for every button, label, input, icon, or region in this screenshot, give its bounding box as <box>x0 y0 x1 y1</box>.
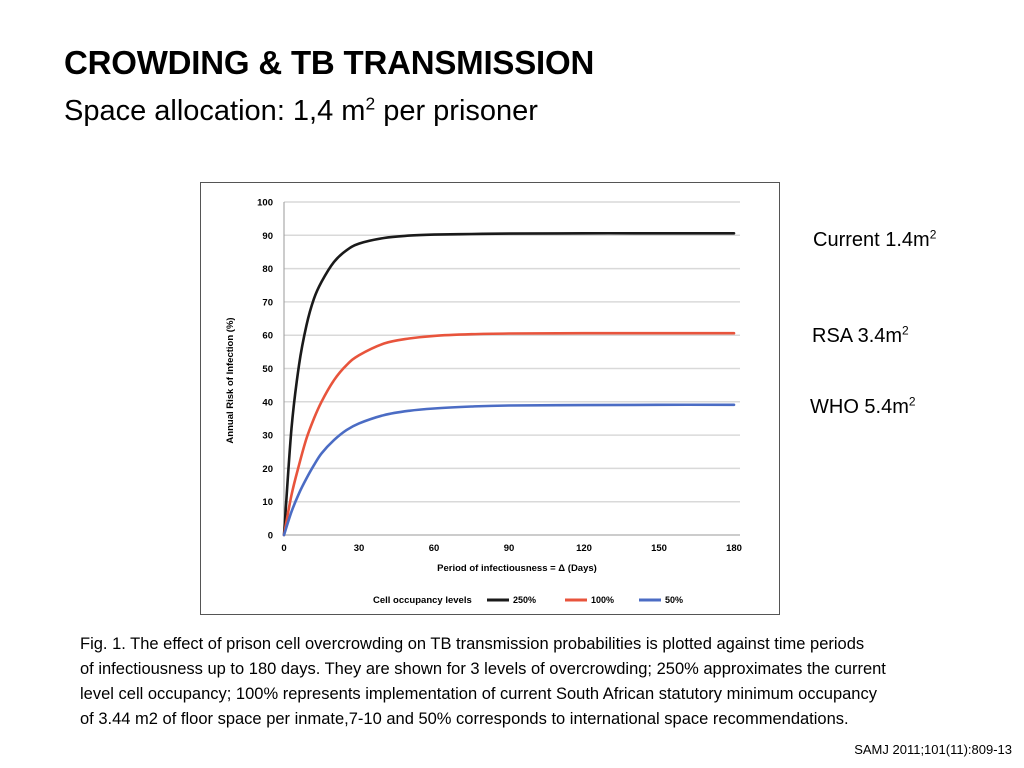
series-line-50pct <box>282 403 736 537</box>
legend-label: 50% <box>665 595 683 605</box>
legend-title: Cell occupancy levels <box>373 595 472 606</box>
y-tick-label: 60 <box>262 331 273 342</box>
x-tick-label: 60 <box>429 543 440 554</box>
y-tick-label: 0 <box>268 531 273 542</box>
chart-frame: 0 10 20 30 40 50 60 70 80 90 100 0 30 60 90 120 150 180 Pe… <box>200 182 780 615</box>
x-tick-label: 120 <box>576 543 592 554</box>
who-density-text: WHO 5.4m <box>810 396 909 418</box>
y-tick-label: 50 <box>262 364 273 375</box>
rsa-density-label: RSA 3.4m2 <box>812 323 909 348</box>
caption-line: of infectiousness up to 180 days. They a… <box>80 660 886 678</box>
rsa-density-sup: 2 <box>902 323 909 338</box>
current-density-sup: 2 <box>929 227 937 242</box>
y-tick-label: 80 <box>262 264 273 275</box>
legend-label: 250% <box>513 595 536 605</box>
y-tick-label: 40 <box>262 397 273 408</box>
y-tick-label: 100 <box>257 198 273 209</box>
y-axis-title: Annual Risk of Infection (%) <box>225 317 236 443</box>
x-tick-label: 150 <box>651 543 667 554</box>
who-density-label: WHO 5.4m2 <box>810 394 916 419</box>
y-tick-label: 30 <box>262 431 273 442</box>
series-line-250pct <box>282 231 736 537</box>
y-tick-label: 20 <box>262 464 273 475</box>
source-citation: SAMJ 2011;101(11):809-13 <box>854 742 1012 757</box>
x-tick-label: 30 <box>354 543 365 554</box>
caption-line: level cell occupancy; 100% represents im… <box>80 685 877 703</box>
line-chart: 0 10 20 30 40 50 60 70 80 90 100 0 30 60 90 120 150 180 Pe… <box>225 198 742 607</box>
y-tick-label: 10 <box>262 497 273 508</box>
y-tick-label: 90 <box>262 231 273 242</box>
y-tick-label: 70 <box>262 297 273 308</box>
slide-title: CROWDING & TB TRANSMISSION <box>64 44 595 81</box>
subtitle-superscript: 2 <box>365 93 376 114</box>
caption-line: Fig. 1. The effect of prison cell overcr… <box>80 635 865 653</box>
x-tick-label: 0 <box>281 543 286 554</box>
subtitle-suffix: per prisoner <box>375 95 538 127</box>
subtitle-prefix: Space allocation: 1,4 m <box>64 95 366 127</box>
slide-subtitle: Space allocation: 1,4 m2 per prisoner <box>64 95 538 128</box>
current-density-text: Current 1.4m <box>813 229 930 251</box>
who-density-sup: 2 <box>908 394 916 409</box>
x-tick-label: 180 <box>726 543 742 554</box>
figure-caption: Fig. 1. The effect of prison cell overcr… <box>80 632 980 732</box>
series-line-100pct <box>282 331 736 537</box>
current-density-label: Current 1.4m2 <box>813 227 937 252</box>
x-axis-title: Period of infectiousness = Δ (Days) <box>437 563 597 574</box>
x-tick-label: 90 <box>504 543 515 554</box>
legend-label: 100% <box>591 595 614 605</box>
rsa-density-text: RSA 3.4m <box>812 325 903 347</box>
caption-line: of 3.44 m2 of floor space per inmate,7-1… <box>80 710 849 728</box>
